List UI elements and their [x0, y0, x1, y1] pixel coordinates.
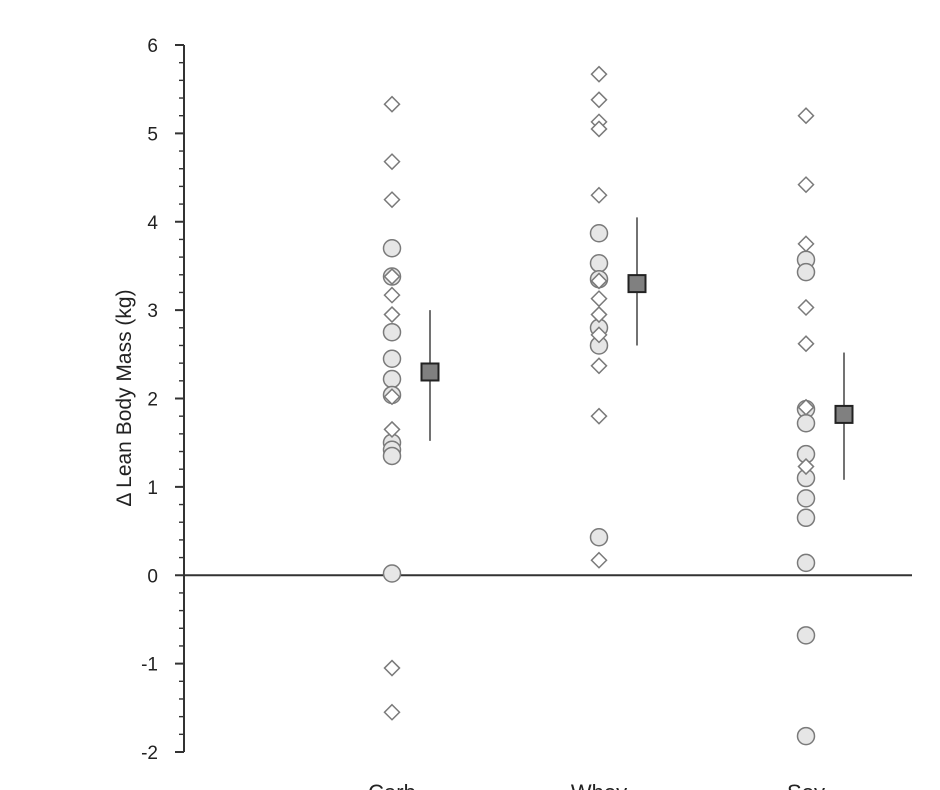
x-category-label: Soy [787, 780, 825, 790]
y-axis-title: Δ Lean Body Mass (kg) [113, 289, 136, 506]
data-point-circle [589, 527, 609, 547]
data-point-diamond [383, 267, 401, 286]
data-point-diamond [797, 335, 815, 353]
x-category-label: Carb [368, 780, 416, 790]
y-tick-label: -2 [141, 743, 158, 764]
data-point-diamond [797, 235, 815, 253]
data-point-circle [796, 626, 816, 645]
data-point-diamond [383, 95, 401, 113]
chart-marks [382, 65, 854, 746]
data-point-circle [589, 223, 609, 243]
data-point-diamond [383, 703, 401, 721]
data-point-diamond [383, 659, 401, 677]
x-category-label: Whey [571, 780, 627, 790]
y-tick-label: 5 [147, 124, 158, 145]
y-tick-label: 2 [147, 390, 158, 411]
y-tick-label: 4 [147, 213, 158, 234]
data-point-diamond [797, 176, 815, 194]
y-tick-label: -1 [141, 655, 158, 676]
data-point-diamond [797, 298, 815, 317]
data-point-circle [796, 726, 816, 746]
data-point-diamond [797, 398, 815, 416]
y-tick-label: 1 [147, 478, 158, 499]
y-tick-label: 6 [147, 36, 158, 57]
data-point-circle [796, 262, 816, 282]
data-point-circle [589, 254, 609, 273]
data-point-diamond [383, 286, 401, 304]
data-point-diamond [797, 457, 815, 476]
data-point-diamond [797, 107, 815, 125]
data-point-diamond [590, 272, 608, 290]
chart-axes: 6 5 4 3 2 1 0 -1 -2 Carb Whey Soy [141, 36, 912, 790]
data-point-circle [796, 489, 816, 508]
data-point-diamond [383, 420, 401, 438]
data-point-circle [382, 564, 402, 583]
data-point-diamond [590, 91, 608, 109]
data-point-circle [382, 446, 402, 466]
data-point-diamond [590, 290, 608, 308]
data-point-circle [796, 508, 816, 528]
mean-marker [420, 362, 440, 382]
data-point-diamond [590, 551, 608, 569]
data-point-diamond [590, 186, 608, 204]
data-point-diamond [590, 357, 608, 375]
mean-marker [627, 274, 647, 294]
data-point-diamond [590, 120, 608, 138]
data-point-diamond [383, 388, 401, 406]
mean-marker [834, 404, 854, 424]
y-tick-label: 0 [147, 566, 158, 587]
data-point-circle [382, 322, 402, 342]
data-point-diamond [590, 326, 608, 344]
data-point-diamond [590, 65, 608, 83]
data-point-diamond [590, 305, 608, 324]
data-point-circle [796, 553, 816, 573]
data-point-circle [796, 413, 816, 433]
data-point-circle [382, 369, 402, 389]
data-point-circle [382, 349, 402, 368]
data-point-diamond [383, 153, 401, 171]
data-point-diamond [383, 191, 401, 209]
data-point-diamond [383, 305, 401, 324]
y-tick-label: 3 [147, 301, 158, 322]
data-point-diamond [590, 407, 608, 425]
data-point-circle [382, 239, 402, 258]
